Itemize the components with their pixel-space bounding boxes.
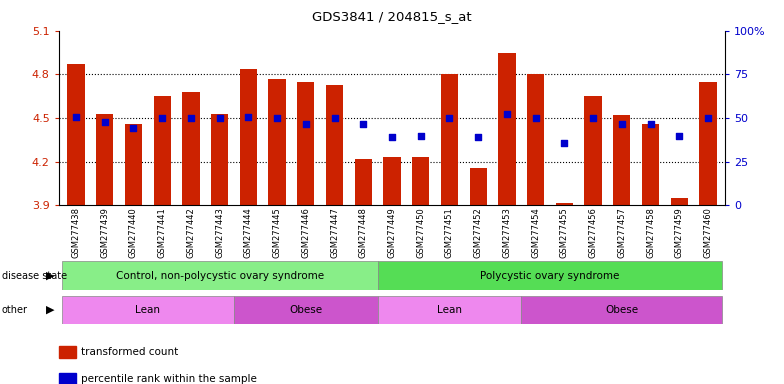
Bar — [383, 157, 401, 205]
Point — [558, 140, 571, 146]
Bar — [211, 114, 228, 205]
Point — [472, 134, 485, 140]
Bar — [378, 296, 521, 324]
Point — [673, 132, 685, 139]
Text: ▶: ▶ — [46, 305, 55, 315]
Bar — [240, 69, 257, 205]
Bar — [584, 96, 601, 205]
Point — [213, 115, 226, 121]
Bar — [441, 74, 458, 205]
Text: Polycystic ovary syndrome: Polycystic ovary syndrome — [481, 270, 619, 281]
Bar — [556, 202, 573, 205]
Text: transformed count: transformed count — [81, 347, 178, 357]
Text: Lean: Lean — [437, 305, 462, 315]
Text: Control, non-polycystic ovary syndrome: Control, non-polycystic ovary syndrome — [115, 270, 324, 281]
Bar — [125, 124, 142, 205]
Text: disease state: disease state — [2, 270, 67, 281]
Point — [70, 114, 82, 120]
Point — [702, 115, 714, 121]
Point — [299, 121, 312, 127]
Point — [328, 115, 341, 121]
Bar — [67, 64, 85, 205]
Bar — [470, 167, 487, 205]
Bar — [699, 82, 717, 205]
Bar — [326, 84, 343, 205]
Point — [242, 114, 255, 120]
Bar — [499, 53, 516, 205]
Text: other: other — [2, 305, 27, 315]
Bar — [378, 261, 722, 290]
Bar — [62, 296, 234, 324]
Bar — [670, 198, 688, 205]
Text: percentile rank within the sample: percentile rank within the sample — [81, 374, 256, 384]
Bar — [521, 296, 722, 324]
Text: GDS3841 / 204815_s_at: GDS3841 / 204815_s_at — [312, 10, 472, 23]
Bar — [154, 96, 171, 205]
Point — [127, 125, 140, 131]
Point — [270, 115, 283, 121]
Text: Obese: Obese — [289, 305, 322, 315]
Point — [415, 132, 427, 139]
Point — [644, 121, 657, 127]
Bar — [183, 92, 200, 205]
Point — [443, 115, 456, 121]
Text: Lean: Lean — [136, 305, 161, 315]
Point — [615, 121, 628, 127]
Bar — [234, 296, 378, 324]
Point — [386, 134, 398, 140]
Bar — [354, 159, 372, 205]
Bar — [96, 114, 114, 205]
Point — [185, 115, 198, 121]
Point — [99, 119, 111, 126]
Bar — [527, 74, 544, 205]
Point — [501, 111, 514, 117]
Bar — [62, 261, 378, 290]
Bar — [268, 79, 285, 205]
Point — [156, 115, 169, 121]
Bar — [613, 115, 630, 205]
Text: Obese: Obese — [605, 305, 638, 315]
Point — [586, 115, 599, 121]
Text: ▶: ▶ — [46, 270, 55, 281]
Bar — [642, 124, 659, 205]
Point — [357, 121, 369, 127]
Bar — [412, 157, 430, 205]
Bar — [297, 82, 314, 205]
Point — [529, 115, 542, 121]
